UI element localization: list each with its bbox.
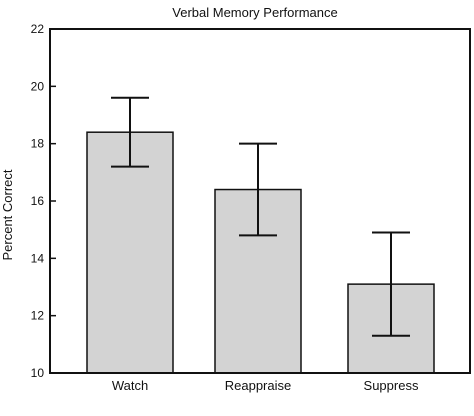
y-tick-label: 12 (31, 309, 45, 323)
plot-area: 10 12 14 16 18 20 22 Watch Reappraise Suppress (31, 22, 435, 393)
y-tick-label: 18 (31, 137, 45, 151)
y-tick-label: 14 (31, 251, 45, 265)
chart-title: Verbal Memory Performance (172, 5, 337, 20)
plot-frame (49, 28, 471, 374)
x-tick-label: Watch (112, 378, 148, 393)
y-tick-label: 16 (31, 194, 45, 208)
y-tick-label: 22 (31, 22, 45, 36)
bar-watch (86, 131, 174, 374)
x-tick-label: Reappraise (225, 378, 292, 393)
y-tick-label: 10 (31, 366, 45, 380)
y-tick-label: 20 (31, 79, 45, 93)
x-tick-label: Suppress (364, 378, 419, 393)
y-axis-label: Percent Correct (0, 169, 15, 260)
